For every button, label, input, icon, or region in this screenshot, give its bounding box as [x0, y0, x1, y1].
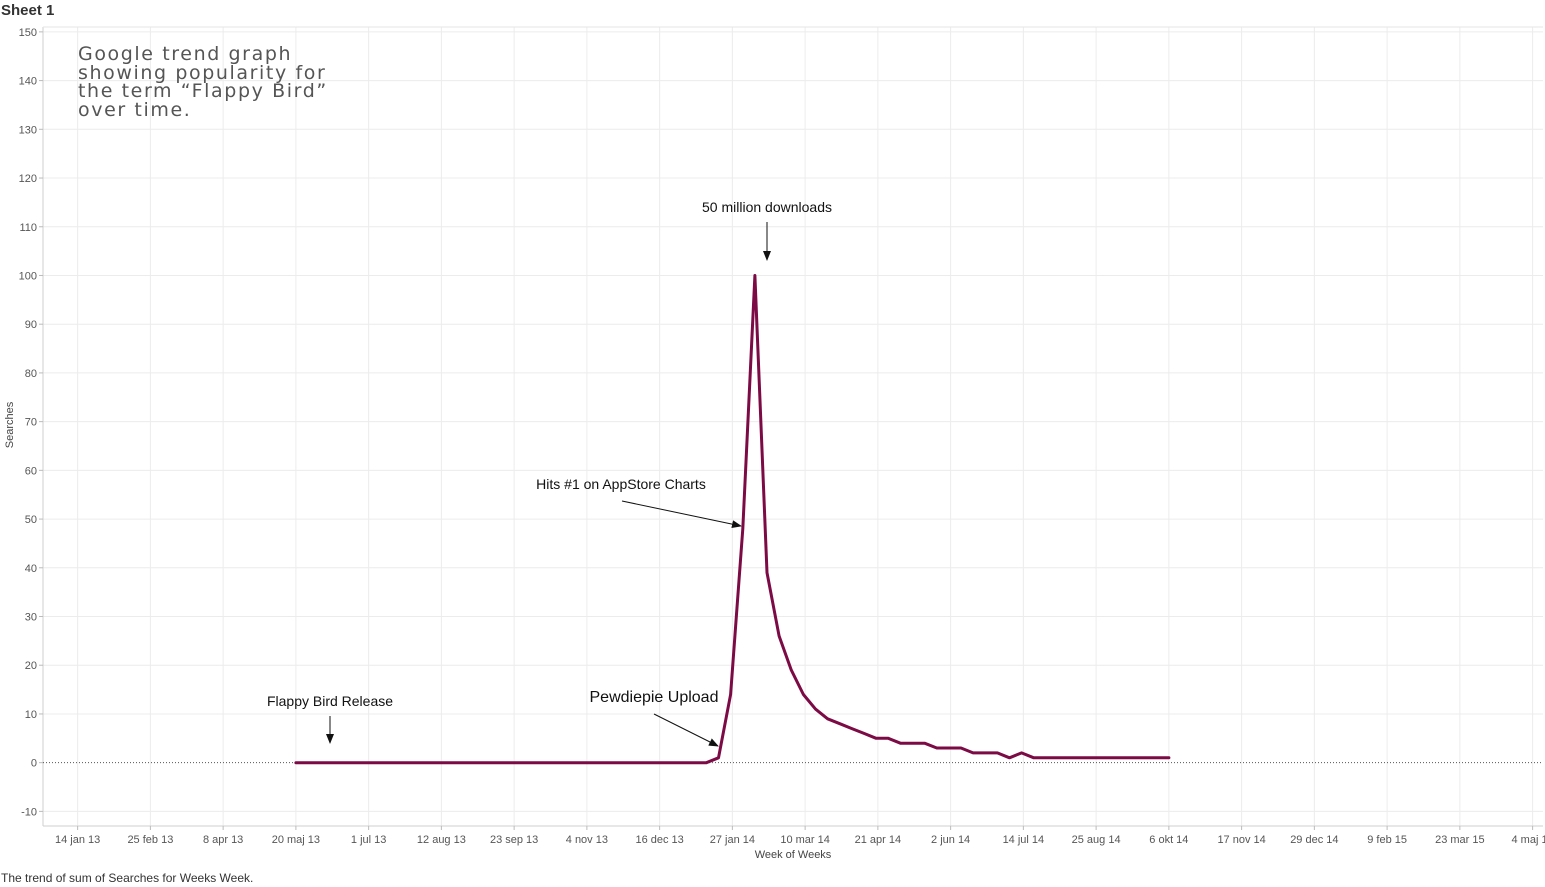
annotation: Pewdiepie Upload: [590, 689, 719, 747]
x-tick-label: 29 dec 14: [1290, 834, 1338, 846]
x-axis-ticks: 14 jan 13 25 feb 13 8 apr 13 20 maj 13 1 jul…: [55, 826, 1545, 846]
y-tick-label: 130: [19, 124, 37, 136]
x-tick-label: 23 mar 15: [1435, 834, 1485, 846]
x-tick-label: 27 jan 14: [710, 834, 755, 846]
x-tick-label: 14 jul 14: [1003, 834, 1045, 846]
annotation-layer: 50 million downloads Hits #1 on AppStore …: [267, 199, 832, 747]
annotation-label: 50 million downloads: [702, 199, 832, 215]
annotation: 50 million downloads: [702, 199, 832, 261]
y-tick-label: 120: [19, 173, 37, 185]
y-tick-label: 150: [19, 27, 37, 39]
annotation: Hits #1 on AppStore Charts: [536, 476, 742, 529]
y-tick-label: 30: [25, 612, 37, 624]
sheet-title: Sheet 1: [1, 2, 55, 19]
annotation-label: Flappy Bird Release: [267, 693, 393, 709]
y-axis-ticks: -10 0 10 20 30 40 50 60 70 80 90 100 110 120 130 140 150: [19, 27, 43, 818]
x-tick-label: 21 apr 14: [855, 834, 901, 846]
x-tick-label: 4 maj 15: [1512, 834, 1545, 846]
title-note-line: over time.: [78, 99, 191, 121]
y-tick-label: 80: [25, 368, 37, 380]
axis-layer: [42, 26, 1543, 827]
y-tick-label: 70: [25, 417, 37, 429]
annotation-label: Pewdiepie Upload: [590, 689, 719, 706]
title-note-line: the term “Flappy Bird”: [78, 80, 328, 102]
x-tick-label: 9 feb 15: [1367, 834, 1407, 846]
y-tick-label: 110: [19, 222, 37, 234]
annotation: Flappy Bird Release: [267, 693, 393, 744]
x-tick-label: 25 feb 13: [127, 834, 173, 846]
y-tick-label: 50: [25, 514, 37, 526]
x-tick-label: 16 dec 13: [635, 834, 683, 846]
title-note-line: Google trend graph: [78, 43, 292, 65]
y-tick-label: 20: [25, 660, 37, 672]
grid-layer: [43, 27, 1543, 826]
x-tick-label: 12 aug 13: [417, 834, 466, 846]
x-tick-label: 1 jul 13: [351, 834, 386, 846]
x-tick-label: 10 mar 14: [780, 834, 830, 846]
series-layer: [294, 274, 1171, 765]
x-tick-label: 8 apr 13: [203, 834, 243, 846]
y-tick-label: 10: [25, 709, 37, 721]
x-tick-label: 25 aug 14: [1072, 834, 1121, 846]
y-tick-label: 0: [31, 758, 37, 770]
y-tick-label: 60: [25, 465, 37, 477]
y-tick-label: 90: [25, 319, 37, 331]
x-tick-label: 23 sep 13: [490, 834, 538, 846]
title-note-line: showing popularity for: [78, 62, 326, 84]
x-tick-label: 20 maj 13: [272, 834, 320, 846]
annotation-arrow: [653, 713, 719, 747]
annotation-label: Hits #1 on AppStore Charts: [536, 476, 706, 492]
y-tick-label: -10: [21, 806, 37, 818]
chart-title-note: Google trend graph showing popularity fo…: [78, 43, 335, 121]
y-tick-label: 40: [25, 563, 37, 575]
y-tick-label: 140: [19, 76, 37, 88]
y-tick-label: 100: [19, 270, 37, 282]
x-tick-label: 14 jan 13: [55, 834, 100, 846]
x-axis-label: Week of Weeks: [755, 849, 832, 861]
annotation-arrow: [621, 500, 742, 529]
y-axis-label: Searches: [4, 401, 16, 448]
x-tick-label: 2 jun 14: [931, 834, 970, 846]
x-tick-label: 6 okt 14: [1149, 834, 1188, 846]
x-tick-label: 17 nov 14: [1217, 834, 1265, 846]
chart-caption: The trend of sum of Searches for Weeks W…: [1, 871, 254, 885]
x-tick-label: 4 nov 13: [566, 834, 608, 846]
